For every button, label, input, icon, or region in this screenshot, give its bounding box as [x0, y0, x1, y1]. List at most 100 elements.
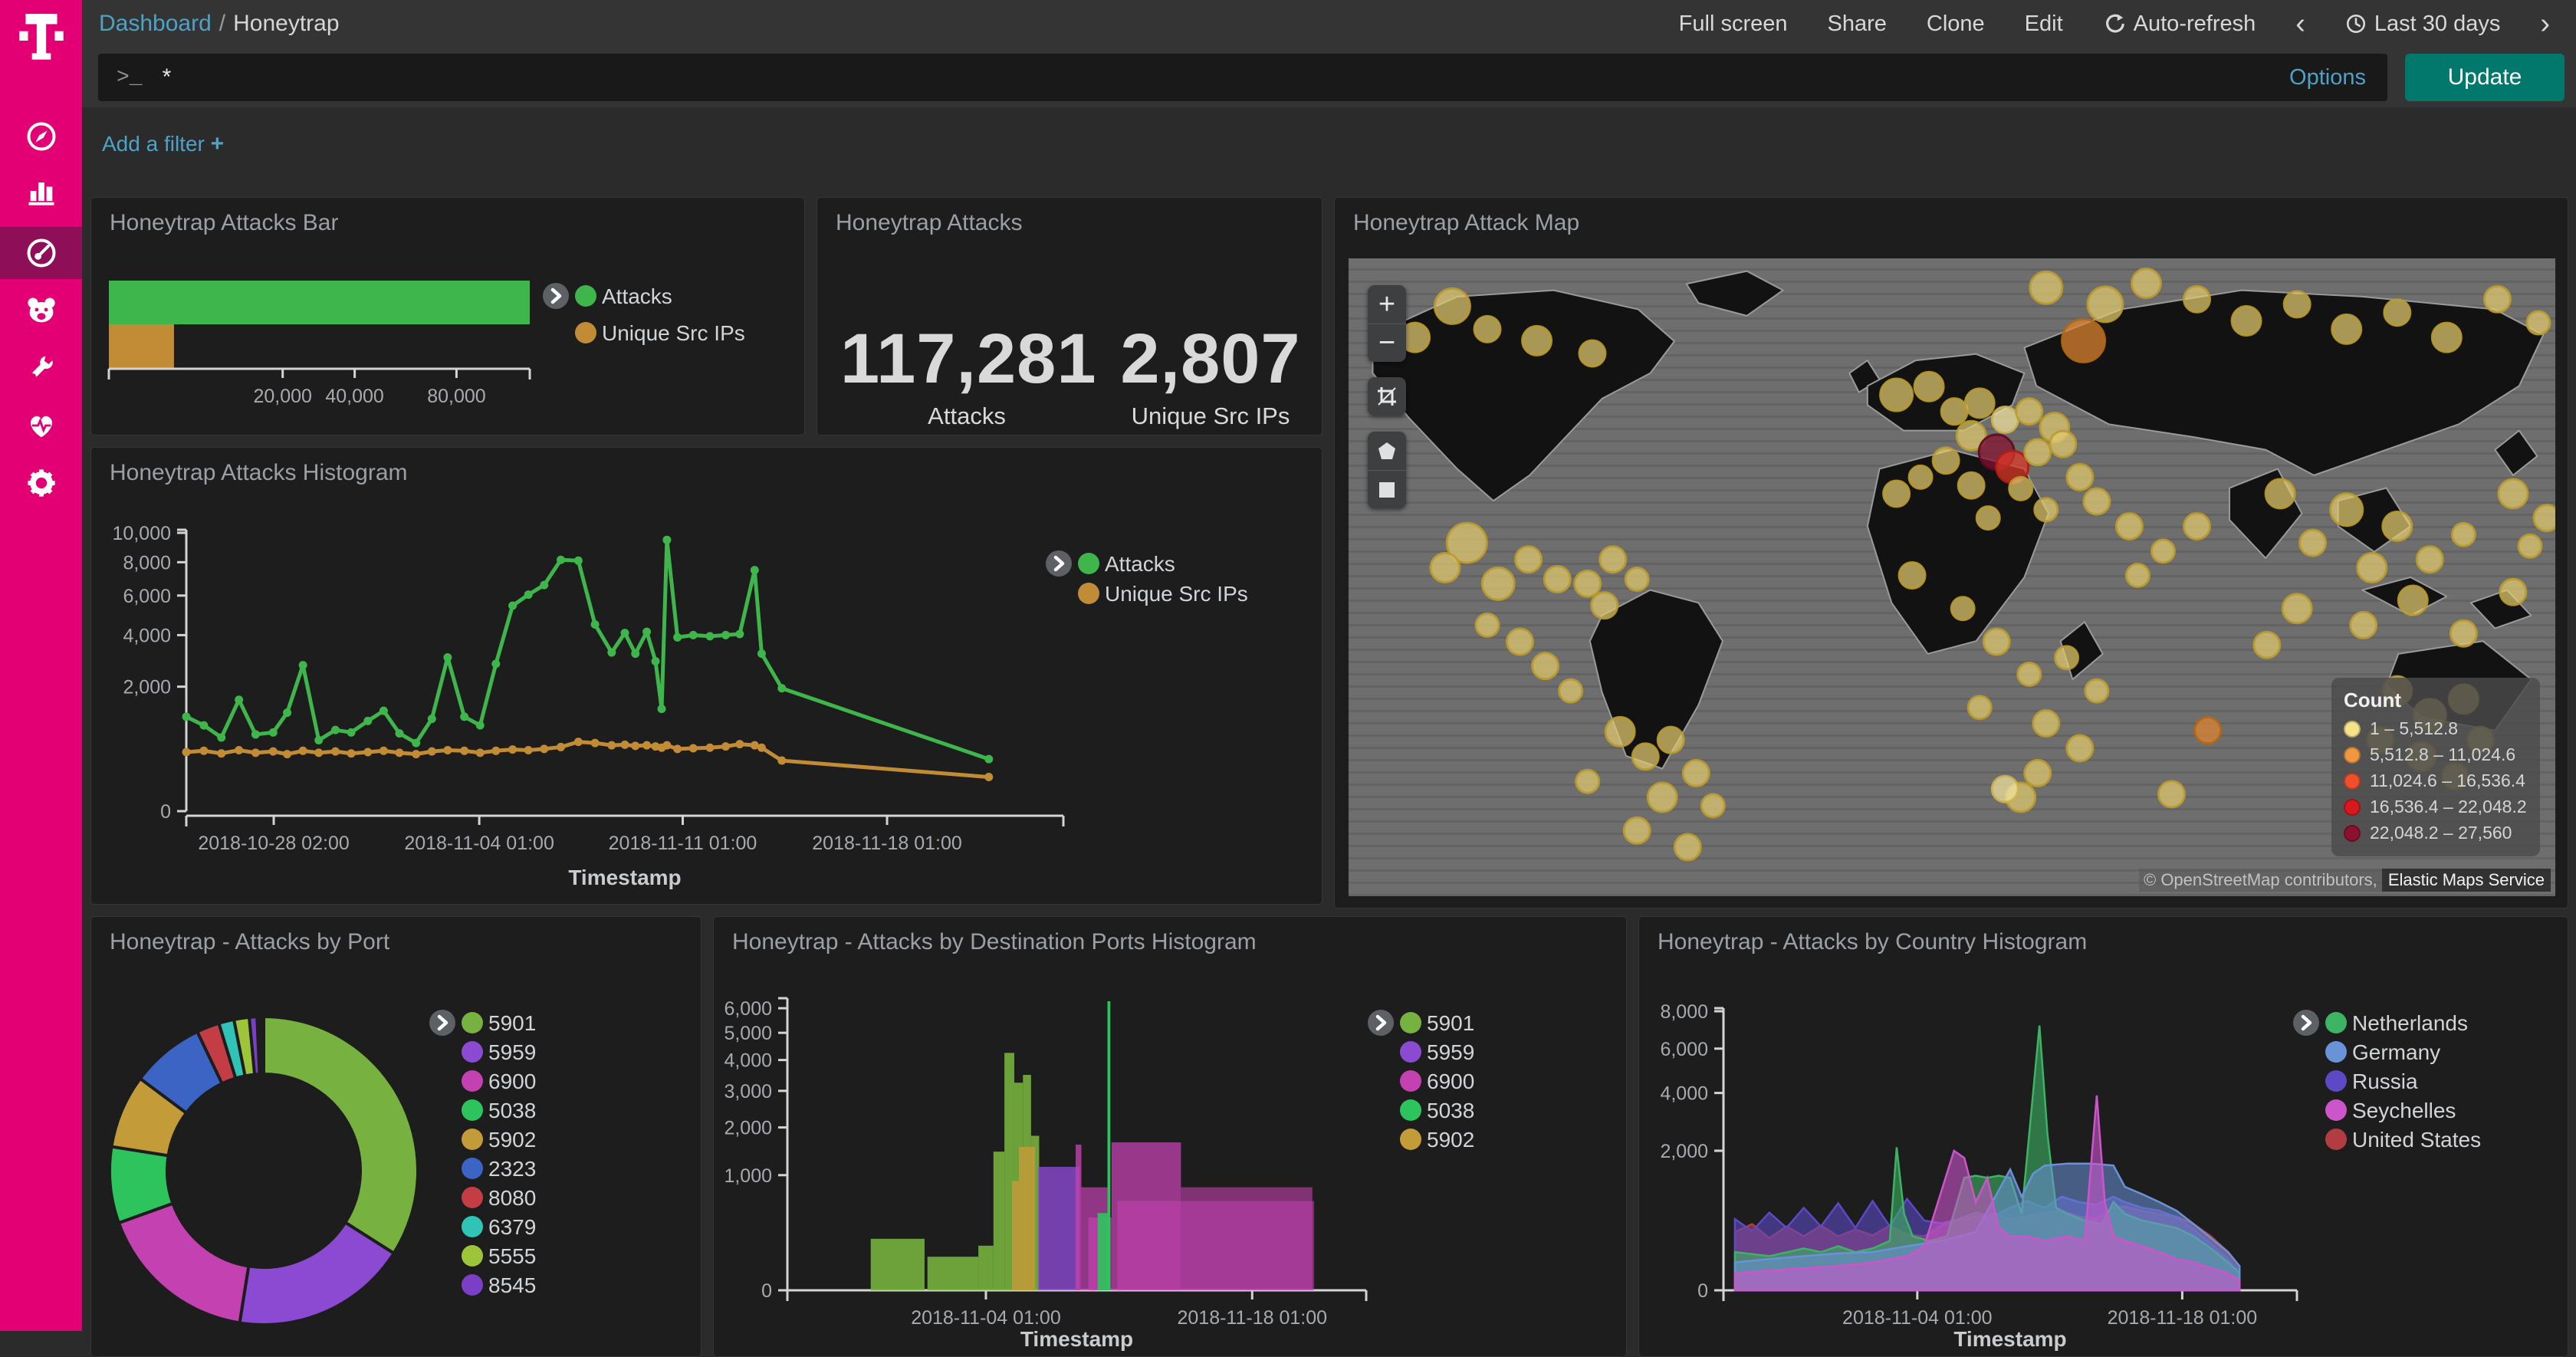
country-histogram-chart[interactable]: 0 2,000 4,000 6,000 8,000 2018-11-04 01:00 201… [1639, 917, 2568, 1356]
legend-item[interactable]: 5901 [1400, 1011, 1474, 1035]
data-point[interactable] [251, 730, 260, 739]
attack-location-circle[interactable] [2298, 528, 2328, 557]
attack-location-circle[interactable] [1913, 370, 1945, 402]
legend-item[interactable]: 5038 [1400, 1099, 1474, 1122]
attack-location-circle[interactable] [2183, 511, 2212, 540]
edit-button[interactable]: Edit [2024, 11, 2063, 36]
data-point[interactable] [705, 743, 715, 752]
fit-bounds-button[interactable] [1368, 377, 1406, 416]
attack-location-circle[interactable] [2356, 552, 2388, 584]
data-point[interactable] [508, 601, 518, 610]
time-back-button[interactable]: ‹ [2295, 8, 2305, 40]
data-point[interactable] [573, 738, 583, 747]
sidebar-item-monitoring[interactable] [0, 399, 82, 452]
data-point[interactable] [235, 745, 244, 754]
attack-location-circle[interactable] [1445, 521, 1488, 564]
attack-location-circle[interactable] [2415, 545, 2444, 574]
attack-location-circle[interactable] [1531, 652, 1560, 681]
attack-location-circle[interactable] [1882, 479, 1911, 508]
attack-location-circle[interactable] [1506, 627, 1535, 656]
data-point[interactable] [491, 746, 501, 755]
legend-item[interactable]: Unique Src IPs [1078, 582, 1248, 606]
data-point[interactable] [379, 746, 388, 755]
data-point[interactable] [217, 733, 226, 742]
search-input[interactable]: >_ * Options [98, 54, 2387, 101]
data-point[interactable] [524, 590, 533, 600]
legend-expand-arrow[interactable] [1368, 1010, 1394, 1036]
data-point[interactable] [777, 756, 787, 765]
legend-item[interactable]: 5959 [1400, 1040, 1474, 1064]
data-point[interactable] [735, 629, 744, 639]
attack-location-circle[interactable] [2193, 716, 2223, 745]
clone-button[interactable]: Clone [1926, 11, 1985, 36]
data-point[interactable] [757, 743, 766, 752]
attack-location-circle[interactable] [1967, 695, 1993, 721]
donut-slice-5901[interactable] [262, 1014, 419, 1256]
attack-location-circle[interactable] [2008, 475, 2034, 501]
data-point[interactable] [721, 630, 731, 639]
hist-bar-5901[interactable] [927, 1257, 979, 1290]
data-point[interactable] [508, 745, 518, 754]
attack-location-circle[interactable] [1957, 471, 1986, 500]
attack-location-circle[interactable] [2497, 478, 2529, 510]
attack-location-circle[interactable] [1631, 742, 1660, 771]
legend-item[interactable]: Seychelles [2325, 1099, 2456, 1122]
legend-expand-arrow[interactable] [2293, 1010, 2319, 1036]
data-point[interactable] [199, 721, 209, 730]
attack-location-circle[interactable] [2029, 270, 2064, 305]
attack-location-circle[interactable] [2499, 577, 2528, 606]
data-point[interactable] [590, 619, 600, 629]
full-screen-button[interactable]: Full screen [1678, 11, 1788, 36]
data-point[interactable] [662, 741, 672, 750]
attack-location-circle[interactable] [1898, 561, 1927, 590]
data-point[interactable] [556, 555, 565, 564]
attack-location-circle[interactable] [1433, 287, 1471, 325]
legend-item[interactable]: Netherlands [2325, 1011, 2468, 1035]
attack-location-circle[interactable] [1975, 505, 2001, 531]
data-point[interactable] [620, 740, 629, 749]
data-point[interactable] [540, 744, 549, 754]
data-point[interactable] [657, 705, 666, 714]
attack-location-circle[interactable] [2264, 478, 2296, 510]
legend-item[interactable]: 5902 [462, 1128, 536, 1152]
legend-item[interactable]: Attacks [575, 284, 672, 308]
data-point[interactable] [182, 748, 191, 757]
attack-location-circle[interactable] [2032, 709, 2061, 738]
data-point[interactable] [347, 749, 356, 758]
legend-expand-arrow[interactable] [543, 283, 569, 309]
hist-bar-5959[interactable] [1037, 1166, 1080, 1290]
attack-location-circle[interactable] [1473, 314, 1502, 343]
attack-location-circle[interactable] [2065, 734, 2095, 763]
legend-item[interactable]: Unique Src IPs [575, 321, 745, 345]
hist-bar-6900[interactable] [1117, 1201, 1315, 1290]
data-point[interactable] [688, 630, 698, 639]
legend-expand-arrow[interactable] [429, 1010, 455, 1036]
attack-location-circle[interactable] [2114, 511, 2144, 540]
attack-location-circle[interactable] [1575, 768, 1601, 794]
attack-location-circle[interactable] [2015, 397, 2044, 426]
attack-location-circle[interactable] [2450, 521, 2476, 547]
hist-bar-5902[interactable] [1011, 1181, 1019, 1290]
data-point[interactable] [199, 746, 209, 755]
sidebar-item-honeypot[interactable] [0, 284, 82, 337]
attack-location-circle[interactable] [1681, 758, 1710, 787]
attack-location-circle[interactable] [2383, 298, 2412, 327]
draw-polygon-button[interactable] [1368, 432, 1406, 470]
attack-location-circle[interactable] [2532, 504, 2555, 533]
data-point[interactable] [314, 735, 324, 744]
legend-item[interactable]: 8080 [462, 1186, 536, 1210]
data-point[interactable] [705, 632, 715, 641]
data-point[interactable] [379, 706, 388, 715]
attack-location-circle[interactable] [1656, 725, 1685, 754]
attack-location-circle[interactable] [2397, 584, 2429, 616]
data-point[interactable] [721, 742, 731, 751]
attack-location-circle[interactable] [1578, 339, 1607, 368]
attack-location-circle[interactable] [2033, 497, 2059, 523]
legend-item[interactable]: 5959 [462, 1040, 536, 1064]
attack-location-circle[interactable] [2329, 492, 2364, 527]
attack-location-circle[interactable] [1624, 566, 1650, 592]
bar-Attacks[interactable] [109, 281, 530, 324]
osm-attribution[interactable]: © OpenStreetMap contributors, [2139, 869, 2382, 892]
hist-bar-5902[interactable] [1019, 1147, 1036, 1290]
data-point[interactable] [573, 556, 583, 565]
